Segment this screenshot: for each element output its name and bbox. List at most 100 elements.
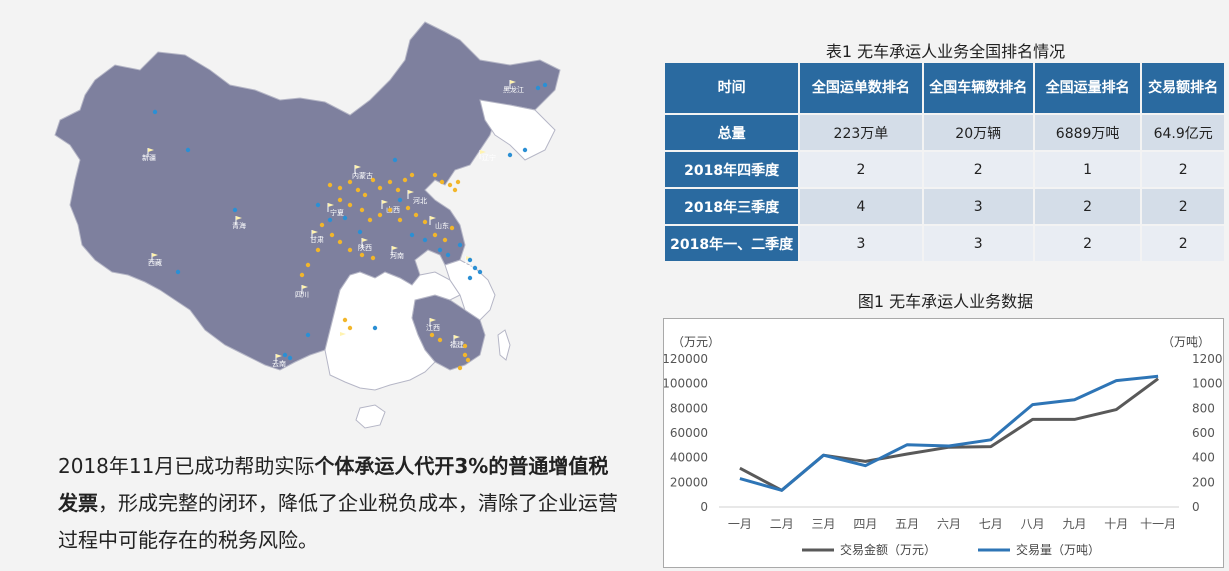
table-cell: 2 — [1142, 226, 1224, 261]
yellow-location-dot — [342, 317, 348, 323]
right-tick-label: 1200 — [1192, 352, 1223, 366]
yellow-location-dot — [455, 179, 461, 185]
blue-location-dot — [342, 215, 348, 221]
yellow-location-dot — [405, 205, 411, 211]
row-label: 总量 — [665, 115, 799, 150]
flag-marker-icon — [235, 216, 242, 225]
table-cell: 1 — [1034, 152, 1141, 187]
paragraph-bold-text: 个体承运人代开3%的普通增值税发票 — [58, 454, 609, 515]
table-cell: 2 — [1142, 152, 1224, 187]
flag-markers — [147, 80, 516, 363]
left-tick-label: 120000 — [664, 352, 708, 366]
blue-location-dot — [185, 147, 191, 153]
x-tick-label: 二月 — [770, 517, 794, 531]
header-time: 时间 — [665, 63, 799, 113]
flag-marker-icon — [147, 148, 154, 157]
flag-marker-icon — [311, 230, 318, 239]
chart-svg: （万元） （万吨） 120000100000800006000040000200… — [664, 335, 1223, 557]
yellow-location-dot — [439, 179, 445, 185]
yellow-location-dot — [315, 247, 321, 253]
ranking-table: 时间 全国运单数排名 全国车辆数排名 全国运量排名 交易额排名 总量 223万单… — [663, 61, 1226, 263]
yellow-location-dot — [387, 179, 393, 185]
province-labels: 黑龙江 辽宁 新疆 内蒙古 河北 宁夏 山西 山东 青海 甘肃 陕西 江苏 河南… — [142, 85, 524, 368]
right-tick-label: 200 — [1192, 475, 1215, 489]
yellow-location-dot — [447, 182, 453, 188]
chart-title: 图1 无车承运人业务数据 — [857, 292, 1034, 311]
header-vehicle-rank: 全国车辆数排名 — [923, 63, 1033, 113]
x-tick-label: 四月 — [853, 517, 877, 531]
yellow-location-dot — [449, 225, 455, 231]
series-lines — [739, 374, 1159, 492]
paragraph-text-2: ，形成完整的闭环，降低了企业税负成本，清除了企业运营过程中可能存在的税务风险。 — [58, 491, 618, 552]
right-tick-label: 800 — [1192, 401, 1215, 415]
yellow-location-dot — [337, 185, 343, 191]
yellow-location-dot — [429, 332, 435, 338]
label-gansu: 甘肃 — [310, 235, 324, 244]
legend-label-amount: 交易金额（万元） — [840, 542, 936, 557]
yellow-location-dot — [413, 212, 419, 218]
label-shandong: 山东 — [435, 221, 449, 230]
blue-location-dot — [287, 355, 293, 361]
table-row: 2018年三季度 4 3 2 2 — [665, 189, 1224, 224]
label-jiangsu: 江苏 — [460, 261, 474, 270]
blue-location-dot — [152, 109, 158, 115]
south-white — [324, 271, 461, 391]
x-tick-label: 五月 — [895, 517, 919, 531]
table-header-row: 时间 全国运单数排名 全国车辆数排名 全国运量排名 交易额排名 — [665, 63, 1224, 113]
blue-location-dot — [467, 257, 473, 263]
right-tick-label: 1000 — [1192, 377, 1223, 391]
yellow-location-dot — [305, 262, 311, 268]
blue-location-dot — [372, 325, 378, 331]
label-fujian: 福建 — [450, 340, 464, 349]
flag-marker-icon — [429, 318, 436, 327]
flag-marker-icon — [465, 256, 472, 265]
label-hebei: 河北 — [413, 197, 427, 205]
blue-location-dot — [507, 152, 513, 158]
x-tick-label: 九月 — [1062, 517, 1086, 531]
left-tick-label: 0 — [700, 500, 708, 514]
left-tick-label: 20000 — [670, 475, 708, 489]
yellow-location-dot — [402, 177, 408, 183]
blue-location-dot — [542, 82, 548, 88]
flag-marker-icon — [275, 354, 282, 363]
blue-location-dot — [305, 332, 311, 338]
flag-marker-icon — [327, 203, 334, 212]
right-axis-ticks: 1200 1000 800 600 400 200 0 — [1192, 352, 1223, 514]
x-tick-label: 七月 — [979, 517, 1003, 531]
label-xizang: 西藏 — [148, 258, 162, 267]
flag-marker-icon — [509, 80, 516, 89]
paragraph-text-1: 2018年11月已成功帮助实际 — [58, 454, 315, 478]
table-cell: 3 — [923, 189, 1033, 224]
table-cell: 64.9亿元 — [1142, 115, 1224, 150]
table-cell: 2 — [800, 152, 922, 187]
left-axis-ticks: 120000 100000 80000 60000 40000 20000 0 — [664, 352, 708, 514]
yellow-location-dot — [432, 232, 438, 238]
blue-location-dot — [522, 147, 528, 153]
yellow-location-dot — [377, 212, 383, 218]
flag-marker-icon — [453, 335, 460, 344]
table-title: 表1 无车承运人业务全国排名情况 — [825, 42, 1066, 61]
right-tick-label: 400 — [1192, 451, 1215, 465]
blue-location-dot — [445, 252, 451, 258]
x-tick-label: 八月 — [1021, 517, 1045, 531]
province-shapes — [54, 21, 561, 429]
table-cell: 2 — [1142, 189, 1224, 224]
left-tick-label: 40000 — [670, 451, 708, 465]
yellow-location-dot — [362, 192, 368, 198]
label-shanxi: 山西 — [386, 205, 400, 214]
yellow-location-dot — [370, 177, 376, 183]
label-xinjiang: 新疆 — [142, 153, 156, 162]
label-henan: 河南 — [390, 251, 404, 260]
yellow-location-dot — [327, 182, 333, 188]
flag-marker-icon — [151, 253, 158, 262]
right-axis-unit: （万吨） — [1162, 335, 1210, 349]
table-cell: 3 — [800, 226, 922, 261]
label-shaanxi: 陕西 — [358, 243, 372, 252]
chart-legend: 交易金额（万元） 交易量（万吨） — [802, 542, 1100, 557]
table-cell: 20万辆 — [923, 115, 1033, 150]
blue-location-dot — [477, 269, 483, 275]
yellow-location-dot — [370, 255, 376, 261]
blue-location-dot — [397, 197, 403, 203]
left-tick-label: 60000 — [670, 426, 708, 440]
label-heilongjiang: 黑龙江 — [503, 85, 524, 94]
